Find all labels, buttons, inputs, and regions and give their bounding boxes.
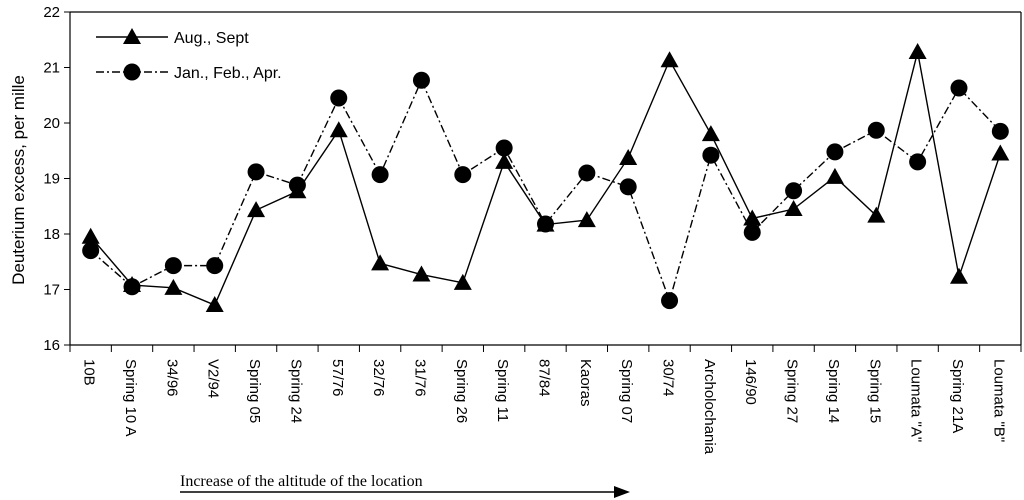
y-tick-label: 19 <box>43 171 60 188</box>
x-tick-label: V2/94 <box>205 359 222 398</box>
legend: Aug., Sept Jan., Feb., Apr. <box>96 28 282 82</box>
altitude-annotation: Increase of the altitude of the location <box>180 473 630 498</box>
data-point-jan-feb-apr <box>247 163 265 181</box>
data-point-aug-sept <box>825 167 844 184</box>
data-point-jan-feb-apr <box>950 79 968 97</box>
data-point-aug-sept <box>784 200 803 217</box>
y-tick-label: 21 <box>43 60 60 77</box>
legend-label-jan-feb-apr: Jan., Feb., Apr. <box>174 65 282 82</box>
x-tick-label: 30/74 <box>660 359 677 397</box>
data-point-jan-feb-apr <box>785 182 803 200</box>
x-tick-label: 32/76 <box>370 359 387 397</box>
legend-circle-icon <box>123 63 141 81</box>
x-axis-ticks: 10B Spring 10 A 34/96 V2/94 Spring 05 Spring … <box>69 345 1022 455</box>
data-point-aug-sept <box>660 51 679 68</box>
data-point-jan-feb-apr <box>371 166 389 184</box>
data-point-jan-feb-apr <box>661 292 679 310</box>
x-tick-label: 57/76 <box>329 359 346 397</box>
data-point-aug-sept <box>743 209 762 226</box>
x-tick-label: Loumata "A" <box>908 359 925 442</box>
data-point-jan-feb-apr <box>164 257 182 275</box>
annotation-text: Increase of the altitude of the location <box>180 473 423 490</box>
data-point-jan-feb-apr <box>826 143 844 161</box>
axes <box>69 11 1022 346</box>
data-point-jan-feb-apr <box>123 278 141 296</box>
data-point-jan-feb-apr <box>991 122 1009 140</box>
x-tick-label: Spring 24 <box>287 359 304 423</box>
x-tick-label: Spring 15 <box>866 359 883 423</box>
x-tick-label: Spring 05 <box>246 359 263 423</box>
data-point-aug-sept <box>81 227 100 244</box>
data-point-jan-feb-apr <box>867 121 885 139</box>
data-point-jan-feb-apr <box>702 146 720 164</box>
data-point-aug-sept <box>619 148 638 165</box>
legend-label-aug-sept: Aug., Sept <box>174 30 249 47</box>
x-tick-label: 146/90 <box>742 359 759 405</box>
x-tick-label: Spring 11 <box>494 359 511 422</box>
y-tick-label: 22 <box>43 4 60 21</box>
legend-triangle-icon <box>123 28 141 44</box>
data-point-jan-feb-apr <box>537 215 554 233</box>
x-tick-label: Spring 07 <box>618 359 635 423</box>
x-tick-label: Kaoras <box>577 359 594 407</box>
x-tick-label: Spring 26 <box>453 359 470 423</box>
series-line-jan-feb-apr <box>90 78 1001 303</box>
y-tick-label: 16 <box>43 337 60 354</box>
data-point-aug-sept <box>412 265 431 282</box>
x-tick-label: Spring 27 <box>784 359 801 423</box>
data-point-aug-sept <box>371 254 390 271</box>
x-tick-label: Spring 14 <box>825 359 842 423</box>
data-point-jan-feb-apr <box>619 178 637 196</box>
data-point-jan-feb-apr <box>412 71 430 89</box>
y-axis-title: Deuterium excess, per mille <box>9 75 28 285</box>
x-tick-label: Archolochania <box>701 359 718 455</box>
data-point-aug-sept <box>577 211 596 228</box>
y-axis-ticks: 16 17 18 19 20 21 22 <box>43 4 70 354</box>
x-tick-label: 10B <box>81 359 98 386</box>
x-tick-label: 34/96 <box>163 359 180 397</box>
data-point-jan-feb-apr <box>330 89 348 107</box>
data-point-aug-sept <box>867 206 886 223</box>
data-point-jan-feb-apr <box>82 242 100 260</box>
data-point-aug-sept <box>247 201 266 218</box>
arrow-right-icon <box>614 486 630 498</box>
data-point-jan-feb-apr <box>288 176 306 194</box>
y-tick-label: 20 <box>43 115 60 132</box>
y-tick-label: 18 <box>43 226 60 243</box>
x-tick-label: Spring 10 A <box>122 359 139 437</box>
x-tick-label: 31/76 <box>411 359 428 397</box>
data-point-aug-sept <box>991 144 1010 161</box>
data-point-aug-sept <box>329 121 348 138</box>
x-tick-label: Loumata "B" <box>990 359 1007 442</box>
series-line-aug-sept <box>90 51 1001 306</box>
data-point-jan-feb-apr <box>578 164 596 182</box>
data-point-jan-feb-apr <box>206 257 224 275</box>
y-tick-label: 17 <box>43 282 60 299</box>
data-point-aug-sept <box>453 273 472 290</box>
data-point-aug-sept <box>908 42 927 59</box>
data-point-jan-feb-apr <box>743 223 761 241</box>
data-point-jan-feb-apr <box>495 139 513 157</box>
data-series <box>81 42 1010 313</box>
data-point-jan-feb-apr <box>909 153 927 171</box>
data-point-aug-sept <box>949 267 968 284</box>
data-point-jan-feb-apr <box>454 166 472 184</box>
x-tick-label: 87/84 <box>536 359 553 397</box>
data-point-aug-sept <box>205 296 224 313</box>
data-point-aug-sept <box>495 152 514 169</box>
data-point-aug-sept <box>164 278 183 295</box>
data-point-aug-sept <box>701 125 720 142</box>
x-tick-label: Spring 21A <box>949 359 966 433</box>
